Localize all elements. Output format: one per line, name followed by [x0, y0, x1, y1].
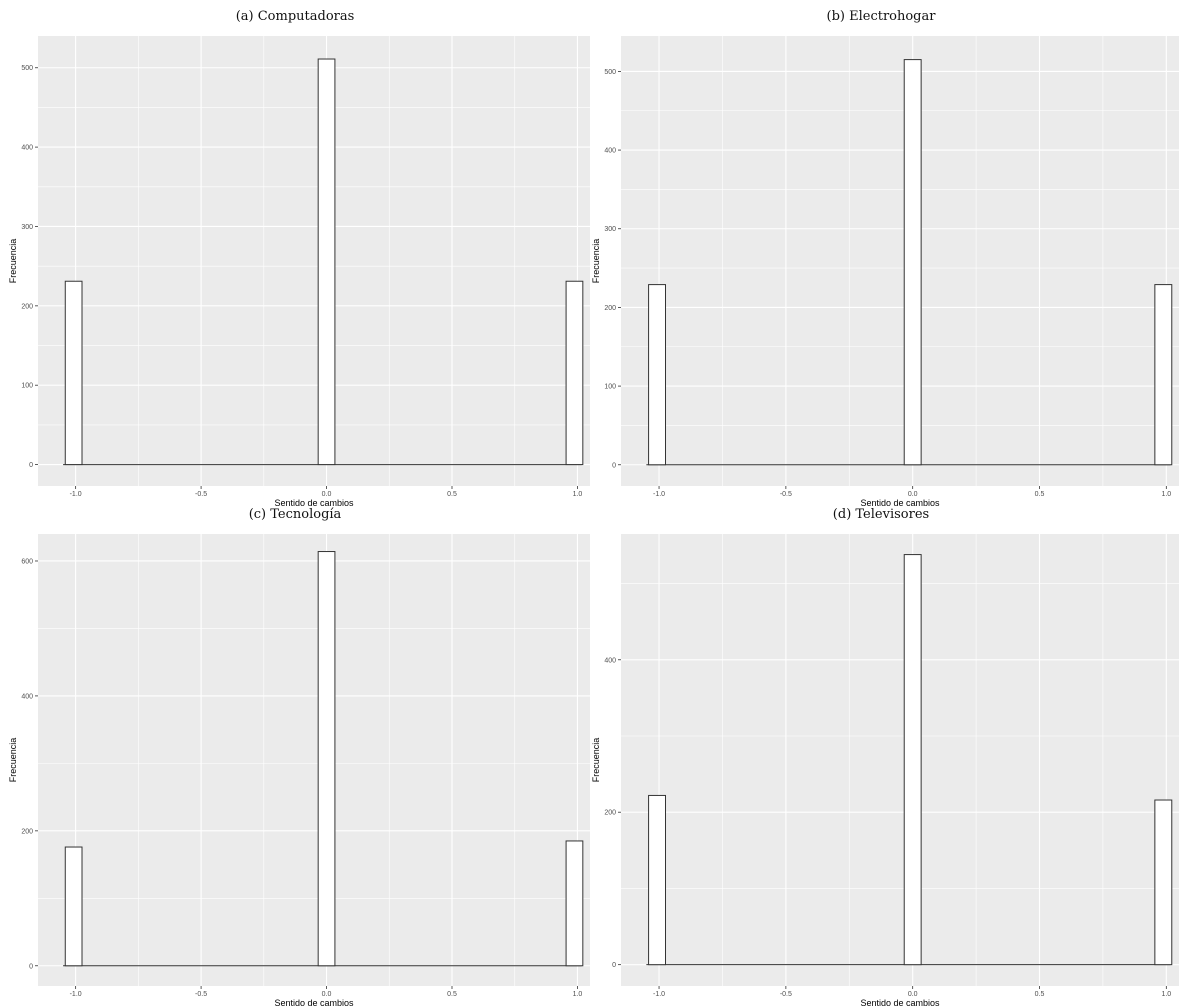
x-tick-label: -1.0 [70, 991, 82, 998]
y-tick-label: 100 [21, 383, 33, 390]
x-tick-label: 0.5 [1035, 491, 1045, 498]
x-tick-label: 1.0 [573, 491, 583, 498]
chart-plot: 0 200 400 -1.0 -0.5 0.0 0.5 1.0 Sentido de cambi… [591, 534, 1179, 1008]
y-tick-label: 600 [21, 558, 33, 565]
x-tick-label: -0.5 [195, 491, 207, 498]
x-tick-label: 1.0 [573, 991, 583, 998]
y-tick-label: 0 [29, 963, 33, 970]
x-axis-title: Sentido de cambios [860, 998, 940, 1008]
bar [1154, 799, 1173, 966]
x-tick-label: 0.0 [322, 491, 332, 498]
plot-background [38, 534, 590, 986]
bar [565, 840, 584, 967]
y-tick-label: 0 [612, 962, 616, 969]
chart-plot: 0 200 400 600 -1.0 -0.5 0.0 0.5 1.0 Sentido de ca… [8, 534, 590, 1008]
y-tick-label: 300 [604, 226, 616, 233]
plot-background [621, 534, 1179, 986]
y-tick-label: 200 [21, 828, 33, 835]
chart-plot: 0 100 200 300 400 500 -1.0 -0.5 0.0 0.5 1.0 Sentido… [8, 36, 590, 508]
plot-background [38, 36, 590, 486]
y-tick-label: 500 [604, 69, 616, 76]
chart-panel-electrohogar: (b) Electrohogar 0 100 200 300 400 500 -1.0 -0.… [583, 0, 1179, 508]
x-tick-label: -0.5 [195, 991, 207, 998]
y-tick-label: 400 [604, 657, 616, 664]
x-tick-label: -1.0 [653, 991, 665, 998]
y-axis-title: Frecuencia [591, 239, 601, 284]
bar [64, 280, 83, 466]
x-tick-label: -1.0 [653, 491, 665, 498]
y-tick-label: 0 [612, 462, 616, 469]
y-tick-label: 0 [29, 462, 33, 469]
x-tick-label: 0.0 [322, 991, 332, 998]
y-tick-label: 100 [604, 384, 616, 391]
chart-title: (b) Electrohogar [826, 9, 936, 24]
y-tick-label: 400 [21, 693, 33, 700]
chart-panel-computadoras: (a) Computadoras 0 100 200 300 400 500 -1.0 -0.… [0, 0, 590, 508]
chart-plot: 0 100 200 300 400 500 -1.0 -0.5 0.0 0.5 1.0 Sentido… [591, 36, 1179, 508]
chart-panel-tecnologia: (c) Tecnología 0 200 400 600 -1.0 -0.5 0.0 0.5 1… [0, 505, 590, 1008]
x-tick-label: -1.0 [70, 491, 82, 498]
x-axis-title: Sentido de cambios [274, 998, 354, 1008]
bar [317, 551, 336, 967]
chart-panel-televisores: (d) Televisores 0 200 400 -1.0 -0.5 0.0 0.5 1.0… [583, 505, 1179, 1008]
bar [64, 846, 83, 967]
y-axis-title: Frecuencia [8, 239, 18, 284]
x-tick-label: 1.0 [1161, 491, 1171, 498]
x-tick-label: 0.5 [447, 991, 457, 998]
bar [317, 58, 336, 466]
bar [903, 554, 922, 966]
bar [648, 284, 667, 466]
y-tick-label: 200 [604, 305, 616, 312]
x-tick-label: 0.5 [447, 491, 457, 498]
x-tick-label: 1.0 [1161, 991, 1171, 998]
x-tick-label: -0.5 [780, 491, 792, 498]
bar [565, 280, 584, 466]
chart-title: (d) Televisores [832, 507, 930, 522]
y-axis-title: Frecuencia [591, 738, 601, 783]
chart-title: (a) Computadoras [235, 9, 355, 24]
y-tick-label: 400 [604, 148, 616, 155]
y-axis-title: Frecuencia [8, 738, 18, 783]
chart-title: (c) Tecnología [248, 507, 342, 522]
y-tick-label: 300 [21, 224, 33, 231]
bar [1154, 284, 1173, 466]
bar [903, 59, 922, 466]
y-tick-label: 400 [21, 145, 33, 152]
x-axis-title: Sentido de cambios [860, 498, 940, 508]
y-tick-label: 200 [604, 810, 616, 817]
bar [648, 794, 667, 966]
x-tick-label: 0.0 [908, 491, 918, 498]
x-axis-title: Sentido de cambios [274, 498, 354, 508]
y-tick-label: 500 [21, 65, 33, 72]
plot-background [621, 36, 1179, 486]
y-tick-label: 200 [21, 303, 33, 310]
x-tick-label: 0.5 [1035, 991, 1045, 998]
x-tick-label: 0.0 [908, 991, 918, 998]
x-tick-label: -0.5 [780, 991, 792, 998]
